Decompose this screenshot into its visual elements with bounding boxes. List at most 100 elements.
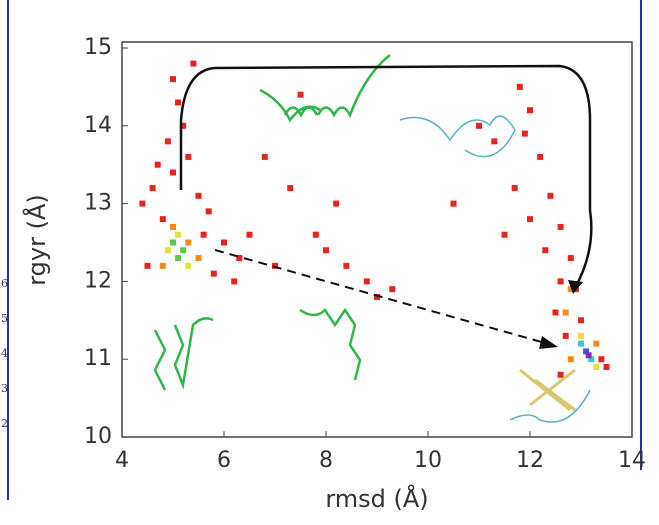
point	[205, 208, 212, 215]
point	[491, 138, 498, 145]
arrow-head	[539, 336, 558, 349]
x-tick-label: 6	[217, 448, 231, 473]
point	[149, 185, 156, 192]
point	[585, 352, 592, 359]
point	[578, 340, 584, 347]
point	[287, 185, 294, 192]
x-tick-label: 8	[319, 448, 333, 473]
point	[154, 161, 161, 168]
point	[231, 278, 238, 285]
x-axis-label: rmsd (Å)	[325, 484, 428, 513]
path-arrow	[179, 64, 593, 289]
point	[175, 99, 182, 106]
y-tick-label: 10	[84, 424, 112, 449]
point	[170, 76, 176, 83]
point	[547, 192, 554, 199]
point	[164, 138, 171, 145]
margin-label: 6	[1, 277, 8, 290]
point	[180, 122, 187, 129]
point	[527, 107, 533, 114]
dashed-arrow	[214, 249, 546, 344]
point	[578, 332, 584, 339]
point	[598, 356, 605, 363]
point	[261, 153, 268, 160]
point	[557, 278, 564, 285]
y-tick-label: 13	[84, 191, 112, 216]
point	[164, 247, 171, 254]
point	[389, 286, 396, 293]
point	[170, 239, 176, 246]
point	[195, 255, 202, 262]
point	[312, 231, 319, 238]
margin-label: 4	[1, 347, 8, 360]
point	[583, 348, 590, 355]
point	[567, 356, 574, 363]
margin-label: 5	[1, 312, 8, 325]
points	[139, 60, 610, 378]
point	[272, 262, 278, 269]
x-tick-label: 14	[618, 448, 646, 473]
x-tick-label: 4	[115, 448, 129, 473]
point	[185, 262, 192, 269]
point	[542, 247, 549, 254]
point	[537, 153, 544, 160]
point	[516, 83, 523, 90]
y-tick-label: 11	[84, 346, 112, 371]
point	[159, 216, 166, 223]
point	[221, 239, 227, 246]
point	[603, 363, 610, 370]
point	[521, 130, 528, 137]
point	[246, 231, 253, 238]
point	[175, 231, 182, 238]
x-tick-label: 12	[516, 448, 544, 473]
point	[139, 200, 146, 207]
point	[210, 270, 217, 277]
point	[297, 91, 304, 98]
point	[185, 153, 192, 160]
point	[476, 122, 482, 129]
point	[511, 185, 518, 192]
point	[144, 262, 151, 269]
point	[588, 356, 595, 363]
point	[175, 255, 182, 262]
point	[567, 255, 574, 262]
point	[200, 231, 207, 238]
point	[180, 247, 187, 254]
point	[557, 223, 564, 230]
y-tick-label: 12	[84, 268, 112, 293]
y-tick-label: 15	[84, 35, 112, 60]
point	[552, 309, 559, 316]
y-axis-label: rgyr (Å)	[22, 194, 51, 286]
point	[363, 278, 370, 285]
point	[593, 363, 600, 370]
point	[236, 255, 243, 262]
point	[593, 340, 600, 347]
point	[557, 371, 564, 378]
point	[527, 216, 533, 223]
point	[374, 293, 380, 300]
margin-label: 3	[1, 382, 8, 395]
point	[185, 239, 192, 246]
point	[170, 169, 176, 176]
point	[450, 200, 457, 207]
point	[343, 262, 350, 269]
arrow-head	[568, 280, 583, 294]
point	[170, 223, 176, 230]
y-tick-label: 14	[84, 113, 112, 138]
point	[190, 60, 197, 67]
margin-label: 2	[1, 417, 8, 430]
point	[333, 200, 340, 207]
point	[562, 309, 569, 316]
point	[159, 262, 166, 269]
x-tick-label: 10	[414, 448, 442, 473]
point	[501, 231, 508, 238]
point	[562, 332, 569, 339]
point	[195, 192, 202, 199]
plot-frame	[121, 41, 633, 438]
point	[323, 247, 329, 254]
structures	[153, 54, 591, 423]
point	[578, 317, 584, 324]
point	[567, 286, 574, 293]
